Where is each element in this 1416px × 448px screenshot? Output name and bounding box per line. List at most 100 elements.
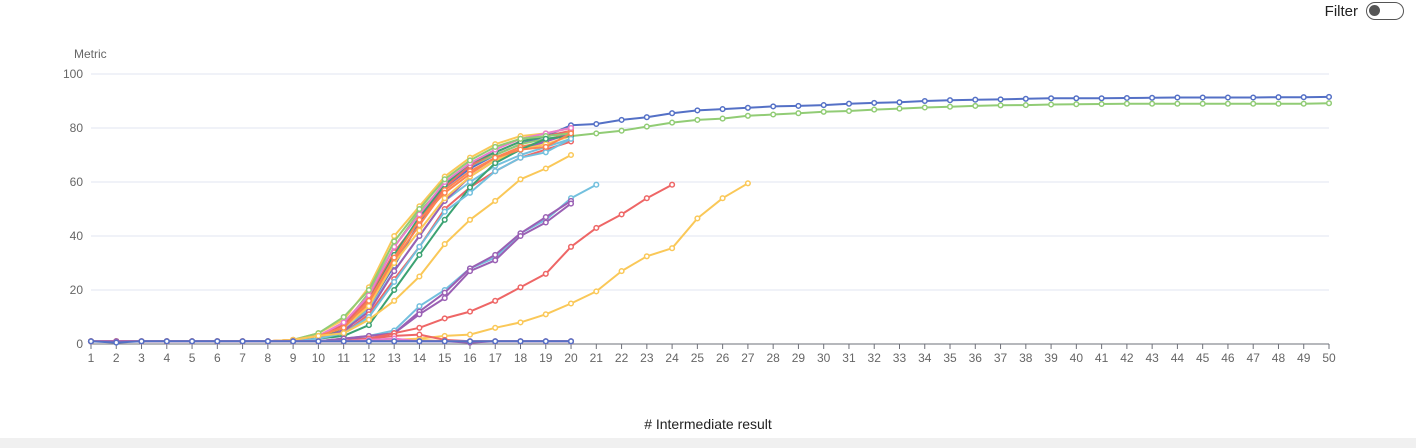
data-point[interactable] xyxy=(542,311,549,318)
data-point[interactable] xyxy=(517,176,524,183)
data-point[interactable] xyxy=(972,96,979,103)
data-point[interactable] xyxy=(365,316,372,323)
data-point[interactable] xyxy=(567,130,575,137)
data-point[interactable] xyxy=(1275,94,1282,101)
data-point[interactable] xyxy=(618,268,625,275)
data-point[interactable] xyxy=(618,116,625,123)
data-point[interactable] xyxy=(845,100,853,107)
data-point[interactable] xyxy=(163,338,170,345)
data-point[interactable] xyxy=(694,107,701,114)
data-point[interactable] xyxy=(391,232,398,240)
data-point[interactable] xyxy=(770,111,777,118)
data-point[interactable] xyxy=(315,332,322,339)
data-point[interactable] xyxy=(567,338,575,345)
data-point[interactable] xyxy=(1073,101,1080,108)
data-point[interactable] xyxy=(340,313,347,321)
data-point[interactable] xyxy=(1073,95,1080,102)
data-point[interactable] xyxy=(972,102,979,109)
data-point[interactable] xyxy=(1300,94,1307,101)
data-point[interactable] xyxy=(694,116,701,123)
data-point[interactable] xyxy=(567,135,575,142)
data-point[interactable] xyxy=(1325,100,1333,107)
data-point[interactable] xyxy=(1098,100,1105,108)
data-point[interactable] xyxy=(441,338,448,345)
data-point[interactable] xyxy=(820,108,827,115)
data-point[interactable] xyxy=(466,157,474,164)
data-point[interactable] xyxy=(795,102,802,109)
data-point[interactable] xyxy=(871,106,878,113)
data-point[interactable] xyxy=(820,102,827,109)
data-point[interactable] xyxy=(567,124,575,132)
data-point[interactable] xyxy=(416,232,423,240)
data-point[interactable] xyxy=(492,257,499,264)
data-point[interactable] xyxy=(1300,100,1307,107)
data-point[interactable] xyxy=(1174,100,1181,107)
data-point[interactable] xyxy=(466,184,474,191)
data-point[interactable] xyxy=(593,181,600,188)
data-point[interactable] xyxy=(669,245,676,252)
data-point[interactable] xyxy=(1174,94,1181,101)
data-point[interactable] xyxy=(416,311,423,318)
data-point[interactable] xyxy=(542,214,549,221)
data-point[interactable] xyxy=(593,288,600,295)
data-point[interactable] xyxy=(517,135,524,142)
data-point[interactable] xyxy=(997,96,1004,103)
data-point[interactable] xyxy=(290,338,297,345)
data-point[interactable] xyxy=(441,289,448,296)
data-point[interactable] xyxy=(391,254,398,261)
data-point[interactable] xyxy=(1224,94,1231,101)
data-point[interactable] xyxy=(492,251,499,258)
data-point[interactable] xyxy=(441,241,448,248)
data-point[interactable] xyxy=(567,151,575,159)
data-point[interactable] xyxy=(466,268,474,275)
filter-toggle[interactable] xyxy=(1366,2,1404,20)
data-point[interactable] xyxy=(466,216,474,223)
data-point[interactable] xyxy=(138,338,145,345)
data-point[interactable] xyxy=(896,105,903,112)
data-point[interactable] xyxy=(567,200,575,207)
data-point[interactable] xyxy=(315,338,322,345)
data-point[interactable] xyxy=(517,232,524,240)
data-point[interactable] xyxy=(1250,94,1257,101)
data-point[interactable] xyxy=(391,286,398,294)
data-point[interactable] xyxy=(492,160,499,167)
data-point[interactable] xyxy=(441,315,448,322)
data-point[interactable] xyxy=(416,324,423,331)
data-point[interactable] xyxy=(618,211,625,218)
data-point[interactable] xyxy=(1275,100,1282,107)
data-point[interactable] xyxy=(719,195,726,202)
data-point[interactable] xyxy=(1123,94,1130,102)
data-point[interactable] xyxy=(391,297,398,304)
data-point[interactable] xyxy=(492,197,499,204)
data-point[interactable] xyxy=(416,216,423,223)
data-point[interactable] xyxy=(466,308,474,315)
data-point[interactable] xyxy=(391,338,398,345)
data-point[interactable] xyxy=(340,324,347,331)
data-point[interactable] xyxy=(744,104,751,111)
data-point[interactable] xyxy=(441,176,448,183)
data-point[interactable] xyxy=(542,219,549,226)
data-point[interactable] xyxy=(542,338,549,345)
data-point[interactable] xyxy=(542,270,549,277)
data-point[interactable] xyxy=(416,303,423,310)
data-point[interactable] xyxy=(669,110,676,117)
data-point[interactable] xyxy=(946,97,954,104)
data-point[interactable] xyxy=(492,338,499,345)
data-point[interactable] xyxy=(365,338,372,345)
data-point[interactable] xyxy=(492,168,499,175)
data-point[interactable] xyxy=(593,130,600,137)
data-point[interactable] xyxy=(416,338,423,345)
data-point[interactable] xyxy=(542,135,549,142)
data-point[interactable] xyxy=(567,243,575,250)
data-point[interactable] xyxy=(744,112,751,119)
data-point[interactable] xyxy=(1199,100,1206,107)
data-point[interactable] xyxy=(492,324,499,331)
data-point[interactable] xyxy=(1199,94,1206,101)
data-point[interactable] xyxy=(946,103,954,110)
data-point[interactable] xyxy=(416,251,423,258)
data-point[interactable] xyxy=(441,189,448,196)
data-point[interactable] xyxy=(340,338,347,345)
data-point[interactable] xyxy=(1250,100,1257,107)
data-point[interactable] xyxy=(744,180,751,187)
data-point[interactable] xyxy=(542,149,549,156)
